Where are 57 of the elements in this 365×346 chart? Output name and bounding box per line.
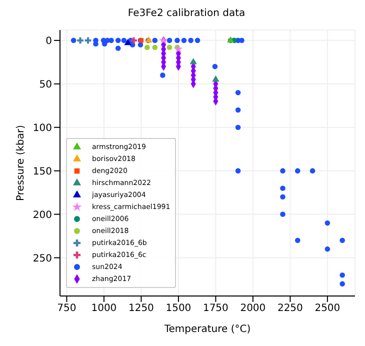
point [280, 186, 286, 191]
point [160, 72, 166, 78]
point [280, 212, 286, 217]
point [174, 44, 183, 53]
chart-title: Fe3Fe2 calibration data [126, 8, 246, 21]
point [194, 38, 200, 44]
y-tick-label: 150 [32, 166, 52, 178]
x-tick-label: 750 [57, 303, 76, 314]
point [77, 37, 84, 44]
point [115, 46, 121, 51]
point [152, 38, 158, 44]
point [235, 107, 241, 113]
point [212, 64, 218, 70]
point [294, 238, 300, 244]
point [280, 168, 286, 174]
point [115, 38, 121, 44]
point [294, 168, 300, 174]
point [130, 37, 137, 44]
y-tick-label: 250 [32, 253, 52, 264]
point [166, 44, 172, 50]
point [190, 58, 197, 64]
point [235, 168, 241, 174]
point [70, 38, 76, 44]
point [324, 246, 330, 252]
point [324, 220, 330, 226]
y-axis-title: Pressure (kbar) [16, 124, 27, 202]
point [212, 75, 220, 82]
point [239, 38, 244, 44]
point [340, 272, 345, 278]
point [166, 38, 172, 44]
point [144, 44, 150, 50]
point [181, 38, 187, 44]
y-tick-label: 50 [39, 79, 52, 90]
point [235, 90, 241, 96]
x-tick-label: 1500 [166, 303, 192, 314]
x-tick-label: 1000 [91, 303, 117, 314]
point [124, 38, 132, 46]
x-tick-label: 2250 [277, 303, 303, 314]
point [188, 38, 194, 44]
point [235, 124, 241, 130]
y-tick-label: 0 [46, 36, 52, 47]
point [340, 281, 345, 286]
y-tick-label: 200 [32, 210, 52, 221]
point [340, 238, 345, 244]
point [108, 38, 114, 44]
point [152, 44, 158, 50]
x-axis-title: Temperature (°C) [163, 324, 251, 335]
point [280, 194, 286, 200]
point [121, 38, 127, 44]
point [84, 37, 92, 44]
point [310, 168, 316, 174]
x-tick-label: 2000 [240, 303, 266, 314]
point [174, 38, 180, 44]
x-tick-label: 1750 [202, 303, 228, 314]
x-tick-label: 1250 [128, 303, 154, 314]
x-tick-label: 2500 [314, 303, 340, 314]
y-tick-label: 100 [32, 122, 52, 134]
